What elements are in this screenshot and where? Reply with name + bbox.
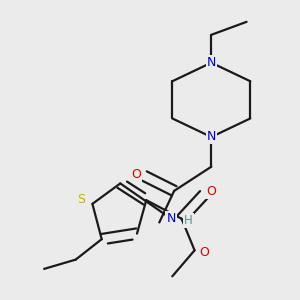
Text: N: N [167,212,176,225]
Text: N: N [207,130,216,143]
Text: O: O [199,246,209,259]
Text: H: H [184,214,193,227]
Text: O: O [131,168,141,181]
Text: O: O [206,185,216,198]
Text: N: N [207,56,216,69]
Text: S: S [77,193,85,206]
